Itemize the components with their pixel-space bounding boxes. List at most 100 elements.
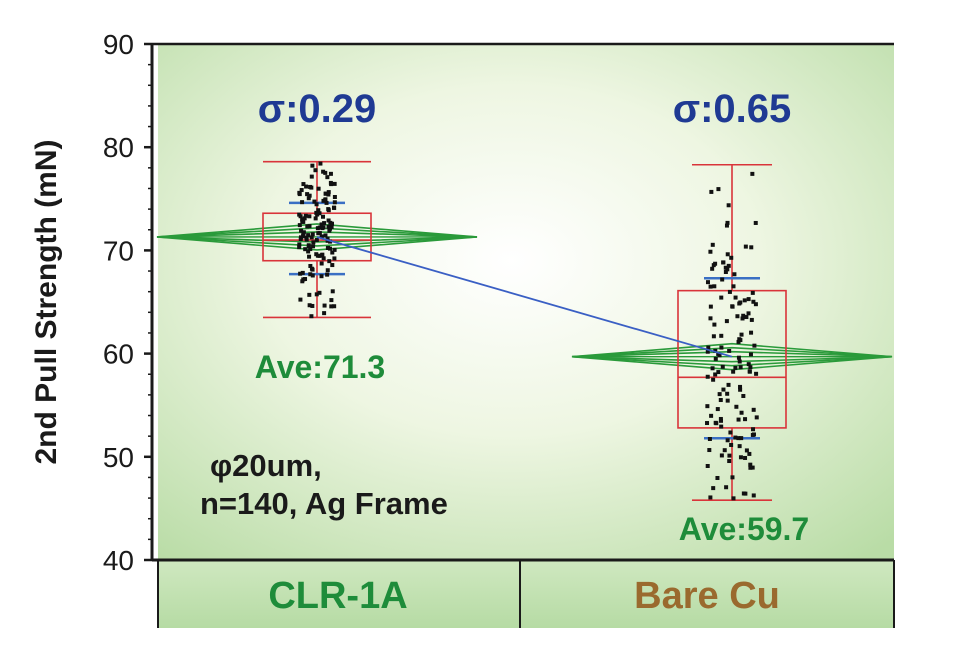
data-point-clr-1a [323,233,328,238]
data-point-bare-cu [719,295,724,300]
data-point-clr-1a [314,292,319,297]
data-point-clr-1a [310,273,315,278]
data-point-bare-cu [725,252,730,257]
data-point-bare-cu [716,187,721,192]
data-point-clr-1a [321,256,326,261]
data-point-bare-cu [736,339,741,344]
data-point-bare-cu [728,430,733,435]
data-point-bare-cu [715,407,720,412]
data-point-bare-cu [737,359,742,364]
data-point-bare-cu [711,486,716,491]
data-point-clr-1a [306,249,311,254]
data-point-clr-1a [307,224,312,229]
data-point-clr-1a [301,230,306,235]
data-point-bare-cu [723,265,728,270]
data-point-bare-cu [749,330,754,335]
data-point-clr-1a [305,224,310,229]
data-point-clr-1a [301,219,306,224]
data-point-bare-cu [705,404,710,409]
ave-label-bare-cu: Ave:59.7 [679,511,809,547]
data-point-bare-cu [727,289,732,294]
data-point-clr-1a [301,182,306,187]
data-point-clr-1a [308,263,313,268]
ave-label-clr-1a: Ave:71.3 [255,349,385,385]
data-point-clr-1a [327,228,332,233]
data-point-bare-cu [710,366,715,371]
mean-connector-line [316,236,733,358]
data-point-clr-1a [300,279,305,284]
data-point-bare-cu [738,365,743,370]
data-point-clr-1a [330,263,335,268]
data-point-bare-cu [751,407,756,412]
data-point-bare-cu [738,387,743,392]
data-point-clr-1a [321,169,326,174]
data-point-clr-1a [304,235,309,240]
data-point-bare-cu [729,442,734,447]
data-point-bare-cu [743,417,748,422]
data-point-clr-1a [311,240,316,245]
data-point-clr-1a [311,244,316,249]
data-point-bare-cu [707,448,712,453]
data-point-clr-1a [313,168,318,173]
data-point-clr-1a [322,311,327,316]
y-tick-label-40: 40 [103,545,134,576]
data-point-clr-1a [314,202,319,207]
data-point-bare-cu [708,495,713,500]
data-point-clr-1a [326,190,331,195]
data-point-bare-cu [718,398,723,403]
data-point-bare-cu [720,364,725,369]
data-point-bare-cu [753,220,758,225]
data-point-clr-1a [332,205,337,210]
data-point-bare-cu [719,333,724,338]
data-point-bare-cu [751,493,756,498]
data-point-bare-cu [708,316,713,321]
data-point-bare-cu [748,352,753,357]
data-point-bare-cu [708,284,713,289]
data-point-clr-1a [309,266,314,271]
data-point-bare-cu [743,455,748,460]
data-point-clr-1a [309,174,314,179]
data-point-bare-cu [706,345,711,350]
data-point-bare-cu [731,369,736,374]
data-point-bare-cu [748,365,753,370]
data-point-bare-cu [727,348,732,353]
data-point-bare-cu [709,189,714,194]
data-point-bare-cu [722,448,727,453]
data-point-bare-cu [752,343,757,348]
data-point-clr-1a [301,234,306,239]
data-point-bare-cu [705,374,710,379]
data-point-bare-cu [713,348,718,353]
data-point-bare-cu [754,415,759,420]
data-point-bare-cu [746,362,751,367]
data-point-clr-1a [326,192,331,197]
data-point-clr-1a [323,191,328,196]
data-point-clr-1a [319,261,324,266]
data-point-bare-cu [739,436,744,441]
data-point-bare-cu [751,427,756,432]
data-point-bare-cu [705,463,710,468]
data-point-bare-cu [750,432,755,437]
data-point-clr-1a [326,218,331,223]
data-point-clr-1a [322,221,327,226]
category-strip [158,560,894,628]
data-point-bare-cu [737,444,742,449]
data-point-clr-1a [307,193,312,198]
data-point-bare-cu [746,311,751,316]
data-point-bare-cu [705,280,710,285]
data-point-clr-1a [332,194,337,199]
data-point-bare-cu [734,404,739,409]
data-point-clr-1a [319,234,324,239]
data-point-bare-cu [744,315,749,320]
data-point-clr-1a [329,304,334,309]
data-point-bare-cu [736,417,741,422]
data-point-bare-cu [724,223,729,228]
data-point-clr-1a [297,242,302,247]
data-point-bare-cu [739,332,744,337]
data-point-clr-1a [298,297,303,302]
data-point-clr-1a [330,289,335,294]
data-point-bare-cu [735,314,740,319]
y-tick-label-60: 60 [103,339,134,370]
data-point-bare-cu [721,260,726,265]
data-point-bare-cu [712,284,717,289]
